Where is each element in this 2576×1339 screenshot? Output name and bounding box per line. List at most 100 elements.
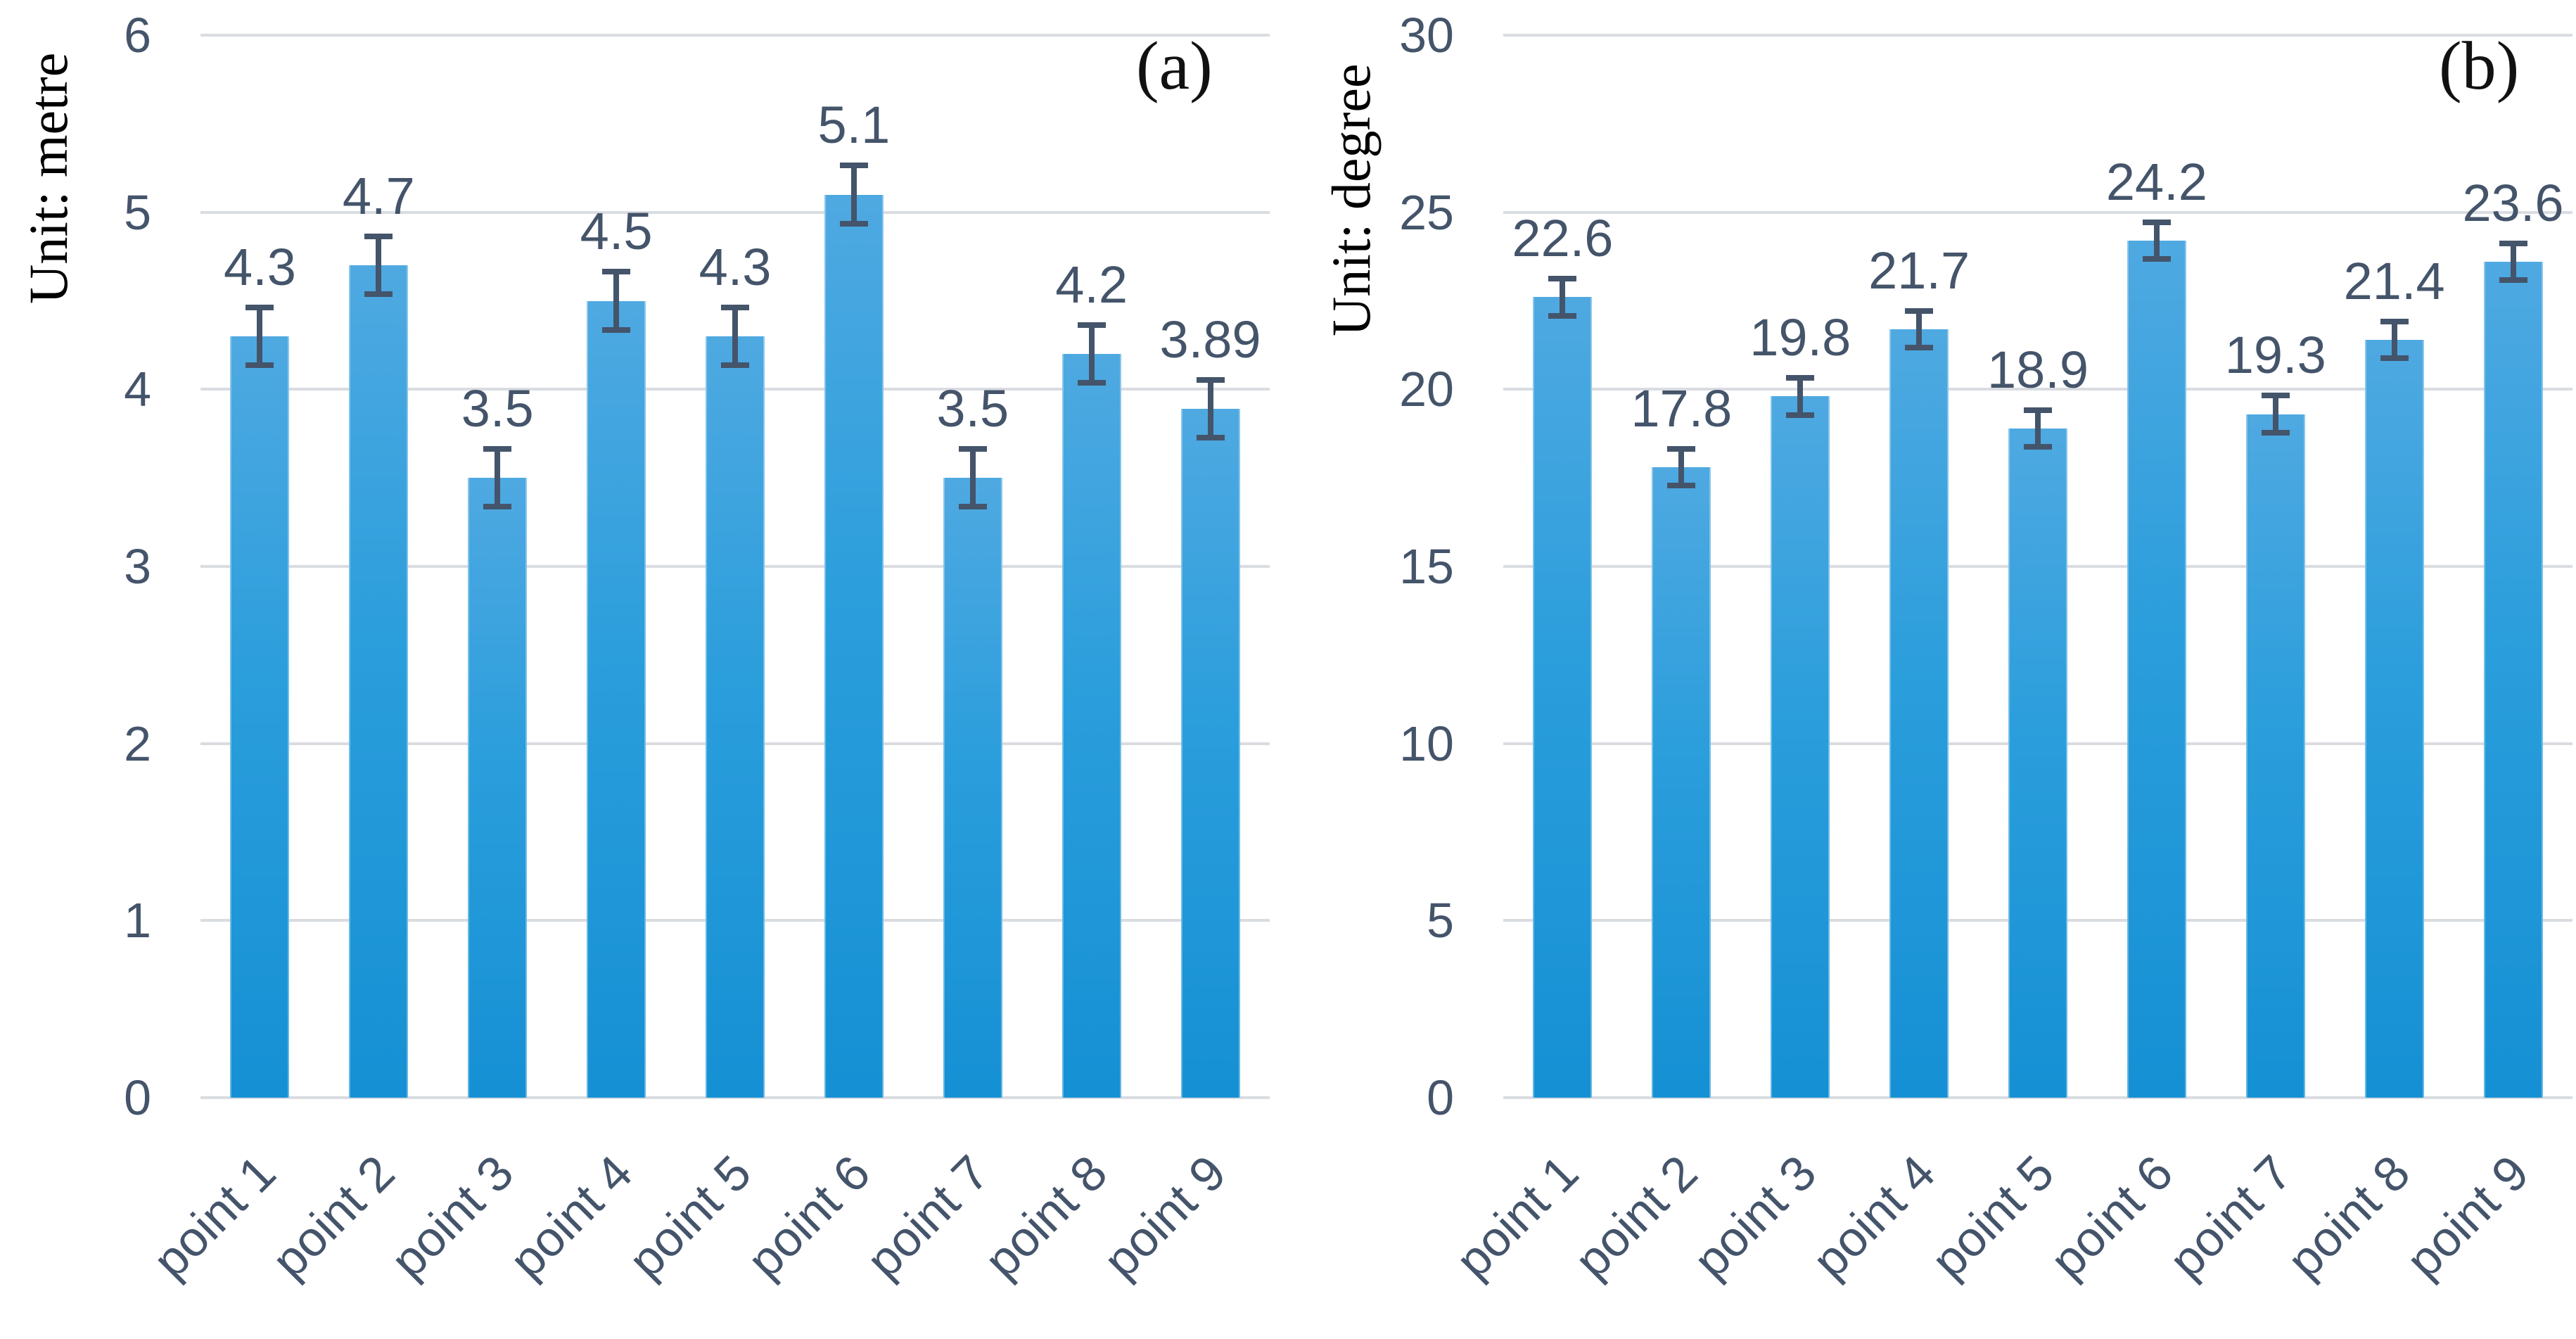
bar-point-5 [706, 336, 765, 1098]
error-bar-cap-top [2380, 318, 2409, 324]
error-bar [1797, 375, 1804, 418]
error-bar [732, 304, 738, 369]
error-bar-cap-bottom [1196, 435, 1225, 441]
error-bar [2391, 318, 2397, 362]
error-bar-cap-top [483, 445, 512, 452]
error-bar-cap-top [958, 445, 987, 452]
error-bar-cap-top [246, 304, 274, 310]
x-tick-label: point 5 [618, 1145, 762, 1288]
bar-point-9 [1180, 409, 1240, 1098]
error-bar-cap-bottom [246, 362, 274, 369]
error-bar-cap-bottom [483, 504, 512, 510]
error-bar-cap-bottom [364, 291, 393, 298]
x-tick-label: point 5 [1920, 1145, 2065, 1288]
bar-point-9 [2483, 262, 2543, 1098]
gridline [200, 210, 1270, 214]
error-bar [969, 445, 976, 510]
panel-label: (a) [1136, 28, 1213, 104]
gridline [1503, 388, 2572, 391]
error-bar-cap-top [1905, 307, 1934, 314]
error-bar [495, 445, 501, 510]
error-bar-cap-top [364, 233, 393, 239]
error-bar-cap-top [1077, 322, 1106, 328]
bar-point-6 [824, 194, 884, 1098]
y-tick-label: 4 [124, 362, 151, 417]
y-tick-label: 1 [124, 893, 151, 948]
error-bar-cap-top [721, 304, 749, 310]
x-tick-label: point 6 [2039, 1145, 2183, 1288]
error-bar [2510, 240, 2516, 284]
data-label: 18.9 [1987, 340, 2089, 399]
data-label: 3.5 [936, 379, 1009, 438]
error-bar [257, 304, 263, 369]
error-bar-cap-bottom [2024, 443, 2052, 450]
y-tick-label: 3 [124, 539, 151, 594]
gridline [200, 34, 1270, 37]
error-bar-cap-top [2142, 219, 2171, 225]
error-bar-cap-bottom [839, 220, 868, 227]
bar-point-3 [468, 478, 528, 1098]
error-bar-cap-bottom [2499, 277, 2527, 284]
plot-area: 22.6 point 1 17.8 point 2 19.8 point 3 21.7 poi… [1446, 34, 2572, 1288]
error-bar-cap-bottom [1786, 412, 1815, 418]
error-bar-cap-top [2499, 240, 2527, 246]
error-bar-cap-bottom [1548, 312, 1577, 319]
error-bar-cap-bottom [2142, 256, 2171, 262]
error-bar-cap-top [2261, 393, 2290, 399]
error-bar [1560, 276, 1566, 319]
panel-label: (b) [2439, 28, 2520, 104]
error-bar-cap-top [2024, 407, 2052, 413]
error-bar-cap-bottom [1905, 344, 1934, 350]
y-tick-label: 6 [124, 8, 151, 63]
error-bar-cap-bottom [1077, 380, 1106, 386]
error-bar [613, 269, 620, 333]
error-bar-cap-bottom [1667, 483, 1696, 489]
error-bar-cap-top [1548, 276, 1577, 282]
gridline [200, 1096, 1270, 1099]
x-tick-label: point 8 [974, 1145, 1118, 1288]
x-tick-label: point 9 [1093, 1145, 1237, 1288]
x-tick-label: point 4 [1802, 1145, 1946, 1288]
x-tick-label: point 1 [1445, 1145, 1589, 1288]
x-tick-label: point 7 [2158, 1145, 2302, 1288]
bar-point-1 [230, 336, 290, 1098]
data-label: 4.3 [224, 237, 296, 296]
y-axis-title: Unit: metre [18, 52, 79, 304]
error-bar-cap-bottom [958, 504, 987, 510]
data-label: 19.3 [2224, 326, 2326, 385]
gridline [1503, 210, 2572, 214]
bar-point-2 [349, 265, 409, 1098]
data-label: 24.2 [2105, 152, 2207, 211]
y-tick-label: 30 [1399, 8, 1454, 63]
bar-point-4 [587, 300, 646, 1098]
error-bar [2035, 407, 2041, 450]
error-bar-cap-top [1196, 376, 1225, 383]
error-bar [1207, 376, 1213, 441]
bar-point-3 [1771, 396, 1830, 1098]
data-label: 21.4 [2343, 251, 2445, 310]
error-bar [1678, 445, 1685, 489]
y-tick-label: 0 [1427, 1070, 1454, 1125]
bar-point-1 [1533, 297, 1593, 1098]
error-bar-cap-bottom [2380, 355, 2409, 362]
x-tick-label: point 4 [499, 1145, 643, 1288]
y-tick-label: 2 [124, 716, 151, 771]
data-label: 21.7 [1868, 241, 1970, 300]
x-tick-label: point 3 [380, 1145, 524, 1288]
data-label: 23.6 [2462, 173, 2564, 232]
y-tick-label: 10 [1399, 716, 1454, 771]
x-tick-label: point 1 [142, 1145, 286, 1288]
x-tick-label: point 2 [1564, 1145, 1708, 1288]
error-bar [850, 163, 857, 227]
data-label: 19.8 [1749, 308, 1851, 367]
error-bar-cap-top [602, 269, 631, 275]
data-label: 5.1 [817, 96, 891, 155]
data-label: 3.89 [1159, 310, 1261, 369]
x-tick-label: point 9 [2396, 1145, 2539, 1288]
x-tick-label: point 7 [855, 1145, 1000, 1288]
data-label: 4.2 [1055, 255, 1128, 314]
bar-point-2 [1652, 467, 1711, 1098]
error-bar-cap-bottom [721, 362, 749, 369]
